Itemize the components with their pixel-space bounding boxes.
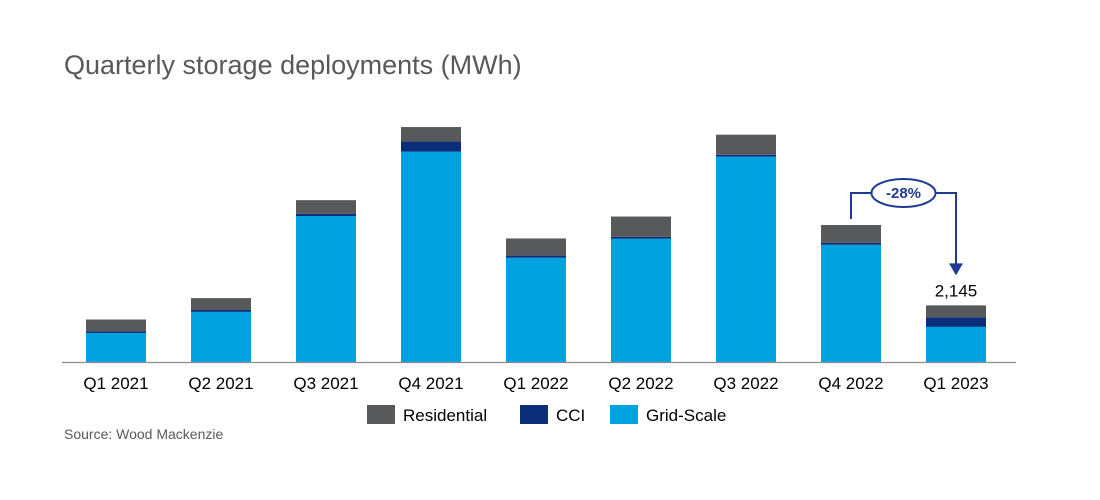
source-note: Source: Wood Mackenzie xyxy=(64,426,224,442)
bar-grid-scale-q2-2022 xyxy=(611,238,671,362)
bar-cci-q2-2021 xyxy=(191,309,251,312)
x-tick-label-q1-2023: Q1 2023 xyxy=(923,374,988,393)
bar-grid-scale-q1-2022 xyxy=(506,257,566,362)
legend-label-residential: Residential xyxy=(403,406,487,425)
change-percent-label: -28% xyxy=(886,185,921,202)
legend-swatch-residential xyxy=(367,405,395,424)
change-badge xyxy=(870,178,937,208)
legend-swatch-grid-scale xyxy=(610,405,638,424)
bar-cci-q1-2023 xyxy=(926,317,986,327)
bar-grid-scale-q4-2021 xyxy=(401,151,461,362)
bar-cci-q4-2021 xyxy=(401,141,461,152)
bar-cci-q4-2022 xyxy=(821,242,881,245)
bar-residential-q3-2022 xyxy=(716,134,776,155)
bar-residential-q2-2022 xyxy=(611,216,671,237)
x-tick-label-q2-2021: Q2 2021 xyxy=(188,374,253,393)
legend-label-cci: CCI xyxy=(556,406,585,425)
x-tick-label-q4-2021: Q4 2021 xyxy=(398,374,463,393)
bar-residential-q3-2021 xyxy=(296,200,356,214)
bar-cci-q3-2021 xyxy=(296,213,356,217)
bar-cci-q1-2021 xyxy=(86,331,146,333)
bar-residential-q4-2021 xyxy=(401,127,461,142)
bar-residential-q2-2021 xyxy=(191,298,251,310)
bar-grid-scale-q1-2023 xyxy=(926,326,986,362)
x-tick-label-q2-2022: Q2 2022 xyxy=(608,374,673,393)
bar-residential-q1-2023 xyxy=(926,305,986,318)
x-tick-label-q3-2022: Q3 2022 xyxy=(713,374,778,393)
bar-cci-q2-2022 xyxy=(611,236,671,239)
change-arrowhead xyxy=(949,263,963,276)
bar-grid-scale-q3-2022 xyxy=(716,156,776,362)
x-tick-label-q1-2022: Q1 2022 xyxy=(503,374,568,393)
x-tick-label-q3-2021: Q3 2021 xyxy=(293,374,358,393)
bar-grid-scale-q1-2021 xyxy=(86,332,146,362)
chart-title: Quarterly storage deployments (MWh) xyxy=(64,50,522,80)
legend-label-grid-scale: Grid-Scale xyxy=(646,406,726,425)
bar-grid-scale-q3-2021 xyxy=(296,216,356,362)
bar-residential-q1-2021 xyxy=(86,319,146,332)
bar-cci-q1-2022 xyxy=(506,255,566,258)
bar-grid-scale-q4-2022 xyxy=(821,244,881,362)
legend-swatch-cci xyxy=(520,405,548,424)
bar-residential-q1-2022 xyxy=(506,238,566,256)
x-tick-label-q4-2022: Q4 2022 xyxy=(818,374,883,393)
bar-cci-q3-2022 xyxy=(716,154,776,157)
bar-grid-scale-q2-2021 xyxy=(191,311,251,362)
data-label-q1-2023: 2,145 xyxy=(935,281,978,300)
x-tick-label-q1-2021: Q1 2021 xyxy=(83,374,148,393)
bar-residential-q4-2022 xyxy=(821,224,881,243)
